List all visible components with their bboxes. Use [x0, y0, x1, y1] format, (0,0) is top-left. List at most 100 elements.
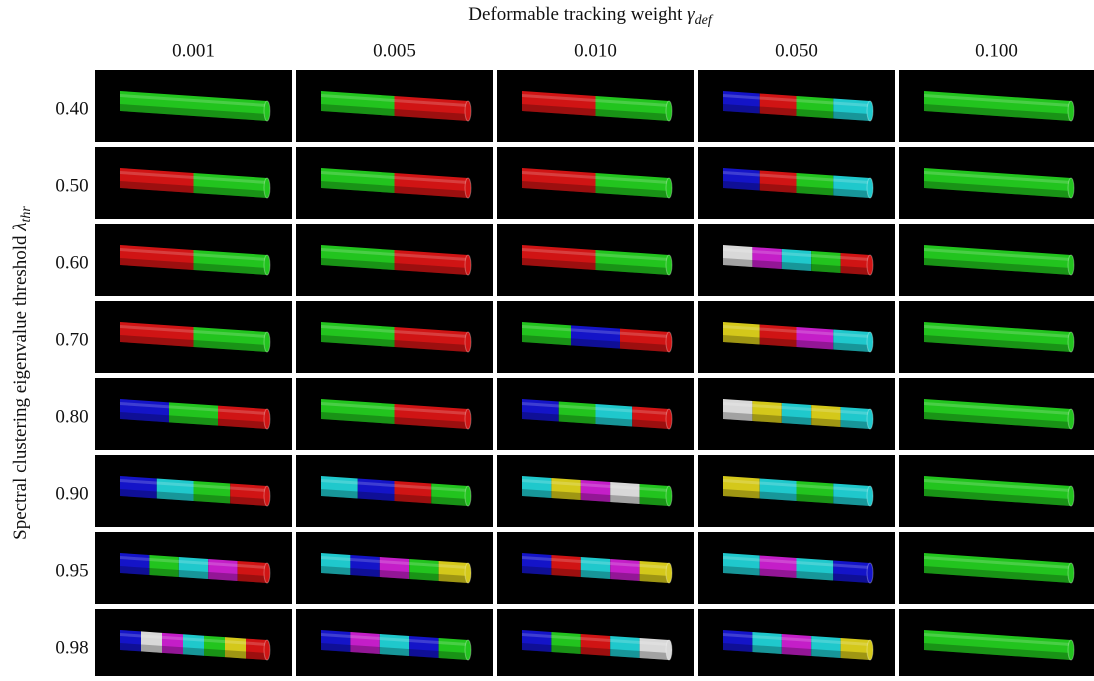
column-title-subscript: def: [695, 13, 714, 28]
cylinder-highlight: [120, 94, 267, 107]
segment: [551, 478, 581, 500]
segment: [924, 553, 1071, 583]
segment: [218, 405, 267, 429]
cylinder-end: [263, 639, 271, 661]
segment: [120, 399, 169, 423]
cylinder-highlight: [321, 171, 468, 184]
segment: [321, 630, 351, 652]
segment: [781, 249, 812, 271]
cylinder-shade: [723, 181, 870, 198]
segment: [162, 632, 183, 655]
cylinder-highlight: [120, 479, 267, 492]
row-label: 0.60: [55, 252, 88, 273]
cell-image: [899, 70, 1094, 142]
segment: [796, 558, 834, 581]
cylinder-highlight: [120, 402, 267, 415]
segment: [357, 478, 395, 501]
cell-image: [296, 301, 493, 373]
segment: [120, 553, 150, 575]
segment: [522, 399, 559, 422]
cylinder-shade: [924, 566, 1071, 583]
cylinder-shade: [120, 489, 267, 506]
cylinder-shade: [924, 104, 1071, 121]
segment: [833, 560, 870, 583]
cylinder-highlight: [321, 402, 468, 415]
segment: [394, 250, 468, 275]
segment: [796, 327, 834, 350]
cylinder-end: [1067, 254, 1075, 276]
cylinder-highlight: [723, 325, 870, 338]
cylinder-shade: [723, 489, 870, 506]
cell-image: [497, 70, 694, 142]
segment: [811, 405, 841, 427]
row-label: 0.80: [55, 406, 88, 427]
segment: [193, 173, 267, 198]
cell-image: [698, 70, 895, 142]
cylinder-highlight: [522, 171, 669, 184]
segment: [924, 322, 1071, 352]
segment: [595, 96, 669, 121]
segment: [571, 325, 620, 349]
cylinder-shade: [924, 335, 1071, 352]
cylinder-shade: [522, 335, 669, 352]
segment: [120, 322, 194, 347]
cylinder-highlight: [522, 248, 669, 261]
segment: [438, 638, 468, 660]
cylinder-highlight: [723, 402, 870, 415]
segment: [120, 91, 267, 121]
row-label: 0.40: [55, 98, 88, 119]
segment: [193, 481, 231, 504]
row-title-subscript: thr: [19, 206, 34, 223]
cylinder-end: [1067, 408, 1075, 430]
segment: [208, 559, 238, 581]
cylinder-end: [866, 408, 874, 430]
segment: [924, 476, 1071, 506]
cylinder-end: [665, 639, 673, 661]
segment: [580, 557, 611, 579]
cell-image: [899, 532, 1094, 604]
cylinder-highlight: [321, 556, 468, 569]
cylinder-highlight: [522, 325, 669, 338]
segment: [840, 638, 870, 660]
segment: [379, 634, 410, 656]
cell-image: [296, 224, 493, 296]
segment: [225, 637, 246, 659]
segment: [759, 324, 797, 347]
cylinder-end: [464, 408, 472, 430]
cylinder-end: [866, 639, 874, 661]
cylinder-end: [665, 254, 673, 276]
cylinder-shade: [321, 258, 468, 275]
column-label: 0.050: [775, 40, 818, 61]
segment: [752, 632, 782, 654]
cylinder-shade: [321, 181, 468, 198]
segment: [924, 91, 1071, 121]
cell-image: [497, 378, 694, 450]
cylinder-shade: [120, 104, 267, 121]
cell-image: [497, 147, 694, 219]
cylinder-shade: [924, 643, 1071, 660]
segment: [723, 168, 760, 191]
segment: [595, 173, 669, 198]
cylinder-end: [263, 100, 271, 122]
cylinder-end: [866, 485, 874, 507]
segment: [321, 245, 395, 270]
cylinder-highlight: [924, 325, 1071, 338]
cylinder-highlight: [120, 633, 267, 646]
cylinder-highlight: [321, 248, 468, 261]
cylinder-highlight: [723, 479, 870, 492]
segment: [409, 559, 439, 581]
segment: [610, 559, 640, 581]
cylinder-end: [464, 100, 472, 122]
cylinder-highlight: [723, 633, 870, 646]
segment: [522, 245, 596, 270]
row-label: 0.98: [55, 637, 88, 658]
cylinder-end: [263, 177, 271, 199]
cylinder-highlight: [321, 94, 468, 107]
cylinder-shade: [321, 643, 468, 660]
segment: [522, 476, 552, 498]
segment: [156, 478, 194, 501]
cylinder-shade: [723, 258, 870, 275]
cylinder-shade: [522, 258, 669, 275]
cylinder-shade: [924, 181, 1071, 198]
segment: [595, 250, 669, 275]
